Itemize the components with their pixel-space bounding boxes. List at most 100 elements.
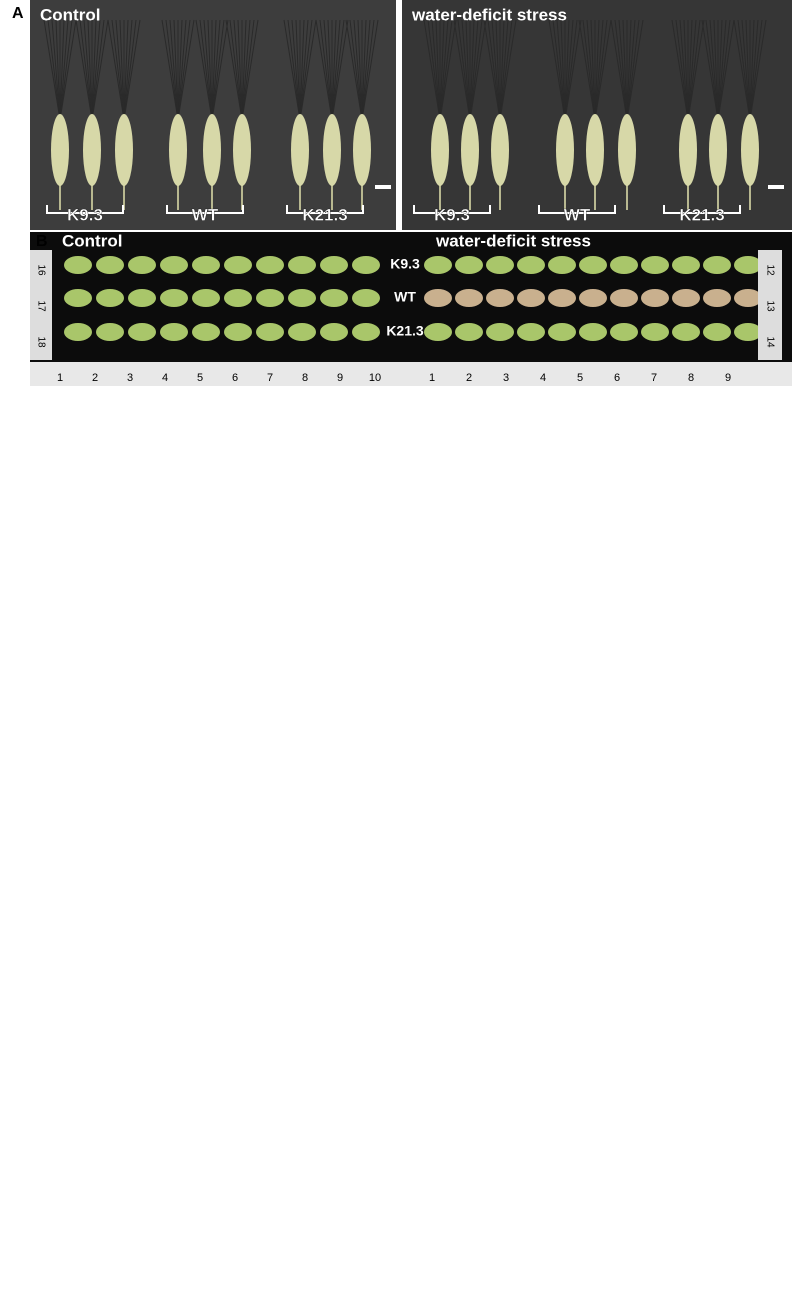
seed [455,323,483,341]
seed [517,289,545,307]
awn [487,19,501,121]
seed [641,256,669,274]
awn [59,19,65,121]
photo-title: water-deficit stress [435,231,591,250]
seed [96,323,124,341]
awn [195,19,213,121]
seed [517,256,545,274]
ruler-number: 6 [232,372,238,384]
awn [733,19,751,121]
ruler-number: 10 [369,372,381,384]
row-label: K9.3 [390,256,420,272]
spike [431,114,449,186]
awn [618,19,628,121]
seed [128,256,156,274]
bracket [46,205,124,214]
awn [423,19,441,121]
awn [483,19,501,121]
seed [548,256,576,274]
awn [47,19,61,121]
awn [709,19,719,121]
awn [107,19,125,121]
seed [352,256,380,274]
scale-bar [768,185,784,189]
awn [331,19,345,121]
awn [431,19,441,121]
ruler-number: 7 [267,372,273,384]
awn [283,19,301,121]
awn [701,19,719,121]
awn [679,19,689,121]
seed [288,256,316,274]
seed [256,323,284,341]
awn [299,19,305,121]
seed [641,323,669,341]
awn [491,19,501,121]
awn [177,19,191,121]
awn [299,19,309,121]
ruler-number: 18 [35,336,46,348]
awn [560,19,566,121]
row-label: K21.3 [386,323,424,339]
seed [610,289,638,307]
awn [556,19,566,121]
awn [741,19,751,121]
spike [323,114,341,186]
seed [610,256,638,274]
awn [626,19,632,121]
seed [320,289,348,307]
photo-title: Control [62,231,122,250]
awn [586,19,596,121]
seed [703,289,731,307]
awn [91,19,97,121]
bracket [166,205,244,214]
awn [323,19,333,121]
awn [590,19,596,121]
seed [128,323,156,341]
awn [75,19,93,121]
ruler-number: 4 [162,372,168,384]
awn [177,19,195,121]
awn [291,19,301,121]
awn [233,19,243,121]
spike [169,114,187,186]
line-label: K9.3 [434,205,470,224]
seed [352,323,380,341]
ruler-number: 12 [764,264,775,276]
line-label: WT [564,205,591,224]
awn [55,19,61,121]
awn [173,19,179,121]
ruler [30,362,792,386]
ruler-number: 8 [302,372,308,384]
awn [295,19,301,121]
awn [469,19,483,121]
awn [687,19,697,121]
seed [192,256,220,274]
bracket [538,205,616,214]
awn [241,19,247,121]
awn [59,19,73,121]
awn [717,19,735,121]
ruler-number: 13 [764,300,775,312]
awn [461,19,471,121]
awn [439,19,453,121]
awn [203,19,213,121]
spike [618,114,636,186]
seed [160,323,188,341]
awn [299,19,313,121]
seed [517,323,545,341]
awn [331,19,349,121]
seed [424,289,452,307]
awn [331,19,337,121]
awn [87,19,93,121]
awn [177,19,187,121]
ruler-vertical [30,250,52,360]
awn [299,19,317,121]
awn [548,19,566,121]
ruler-number: 1 [57,372,63,384]
seed [288,289,316,307]
awn [626,19,640,121]
seed [486,256,514,274]
awn [614,19,628,121]
ruler-vertical [758,250,782,360]
